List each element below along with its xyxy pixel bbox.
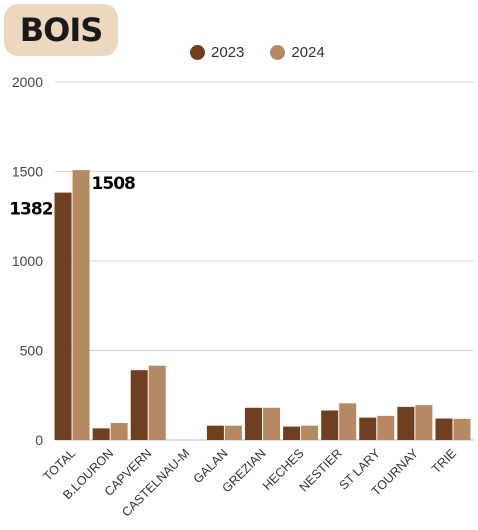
bar-2024-grezian	[263, 407, 280, 440]
bar-2023-galan	[206, 425, 224, 440]
bar-2024-st-lary	[377, 415, 395, 440]
data-label-2023: 1382	[9, 200, 52, 220]
y-tick-label-1000: 1000	[12, 253, 43, 269]
legend-swatch-2023	[190, 45, 205, 60]
x-tick-label-total: TOTAL	[41, 446, 79, 484]
bar-2023-capvern	[130, 370, 148, 440]
bar-2024-heches	[301, 425, 319, 440]
bar-2024-galan	[224, 425, 242, 440]
legend-label-2024: 2024	[291, 44, 325, 61]
bar-2024-b-louron	[110, 422, 128, 440]
bar-2023-st-lary	[359, 417, 377, 440]
bar-2024-total	[72, 170, 90, 440]
y-tick-label-1500: 1500	[12, 164, 43, 180]
legend-swatch-2024	[270, 45, 286, 60]
bar-2024-nestier	[339, 403, 357, 440]
bar-2023-total	[54, 192, 72, 440]
y-tick-label-0: 0	[35, 432, 43, 448]
bar-2024-trie	[453, 418, 471, 440]
bar-2024-capvern	[148, 365, 166, 440]
bar-2023-trie	[435, 418, 453, 440]
y-tick-label-2000: 2000	[12, 74, 43, 90]
x-tick-label-castelnau-m: CASTELNAU-M	[119, 446, 192, 519]
legend-item-2023: 2023	[190, 44, 244, 61]
bar-2024-tournay	[415, 405, 433, 440]
x-tick-label-trie: TRIE	[429, 446, 459, 476]
chart-title-badge: BOIS	[4, 4, 118, 56]
legend-label-2023: 2023	[211, 44, 245, 61]
bar-2023-nestier	[321, 410, 339, 440]
bar-2023-heches	[283, 426, 301, 440]
bar-2023-b-louron	[92, 428, 110, 440]
bar-2023-grezian	[245, 407, 262, 440]
y-tick-label-500: 500	[20, 343, 44, 359]
legend-item-2024: 2024	[270, 44, 325, 61]
chart-title: BOIS	[19, 11, 104, 49]
bar-2023-tournay	[397, 406, 415, 440]
legend: 2023 2024	[190, 44, 325, 61]
data-label-2024: 1508	[92, 174, 135, 194]
